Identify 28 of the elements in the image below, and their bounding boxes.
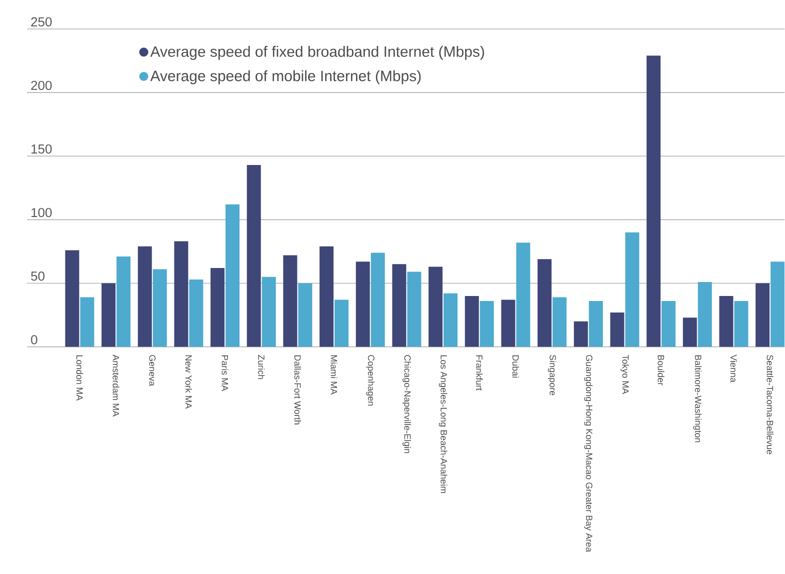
y-tick-label: 200 <box>31 80 52 90</box>
x-tick-label: Paris MA <box>222 355 228 392</box>
y-tick-label: 150 <box>32 144 52 154</box>
x-tick-label: Copenhagen <box>366 355 375 406</box>
x-tick-label: Dallas-Fort Worth <box>294 355 302 424</box>
x-tick-label: Singapore <box>548 355 556 396</box>
legend-label: Average speed of mobile Internet (Mbps) <box>150 70 421 84</box>
x-tick-label: Guangdong-Hong Kong-Macao Greater Bay Area <box>584 355 593 552</box>
x-tick-label: Zurich <box>258 355 265 380</box>
x-tick-label: Amsterdam MA <box>112 354 120 417</box>
x-tick-label: Tokyo MA <box>620 354 629 394</box>
x-tick-label: Frankfurt <box>476 355 483 391</box>
x-tick-label: Baltimore-Washington <box>693 355 702 442</box>
legend-label: Average speed of fixed broadband Internet (Mbps) <box>150 46 484 60</box>
x-tick-label: Dubai <box>512 355 520 378</box>
x-tick-label: New York MA <box>185 355 192 409</box>
x-tick-label: Boulder <box>658 355 664 386</box>
y-tick-label: 250 <box>31 17 52 27</box>
x-tick-label: Chicago-Naperville-Elgin <box>402 355 411 454</box>
x-tick-label: Miami MA <box>330 355 338 395</box>
x-tick-label: Seattle-Tacoma-Bellevue <box>766 355 774 454</box>
y-tick-label: 50 <box>31 272 44 281</box>
x-tick-label: Vienna <box>730 354 738 383</box>
x-tick-label: Los Angeles-Long Beach-Anaheim <box>438 355 448 494</box>
x-tick-label: Geneva <box>149 355 156 386</box>
x-tick-label: London MA <box>76 355 83 401</box>
y-tick-label: 0 <box>31 335 38 344</box>
y-tick-label: 100 <box>32 208 52 218</box>
